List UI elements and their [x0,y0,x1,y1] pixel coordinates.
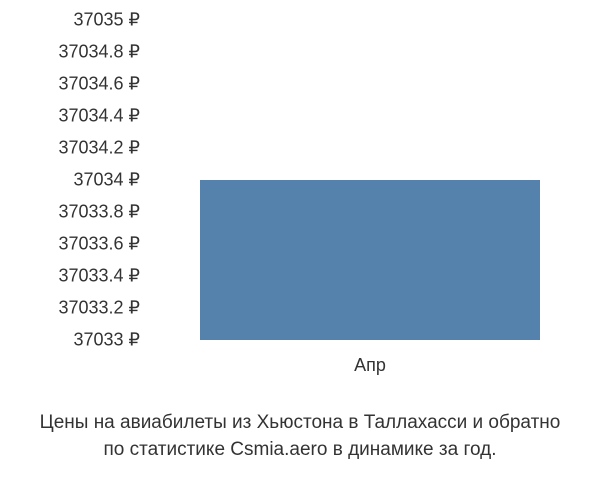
y-tick-label: 37034.8 ₽ [58,42,140,63]
y-axis-labels: 37035 ₽ 37034.8 ₽ 37034.6 ₽ 37034.4 ₽ 37… [0,20,150,340]
y-tick-label: 37035 ₽ [73,10,140,31]
y-tick-label: 37033.8 ₽ [58,202,140,223]
y-tick-label: 37033 ₽ [73,330,140,351]
y-tick-label: 37034 ₽ [73,170,140,191]
x-tick-label: Апр [200,355,540,376]
y-tick-label: 37034.6 ₽ [58,74,140,95]
chart-caption: Цены на авиабилеты из Хьюстона в Таллаха… [0,410,600,463]
y-tick-label: 37033.2 ₽ [58,298,140,319]
chart-area: 37035 ₽ 37034.8 ₽ 37034.6 ₽ 37034.4 ₽ 37… [0,20,600,400]
y-tick-label: 37033.6 ₽ [58,234,140,255]
caption-line-2: по статистике Csmia.aero в динамике за г… [0,437,600,464]
y-tick-label: 37033.4 ₽ [58,266,140,287]
plot-area: Апр [155,20,585,340]
bar-apr [200,180,540,340]
caption-line-1: Цены на авиабилеты из Хьюстона в Таллаха… [0,410,600,437]
y-tick-label: 37034.4 ₽ [58,106,140,127]
y-tick-label: 37034.2 ₽ [58,138,140,159]
